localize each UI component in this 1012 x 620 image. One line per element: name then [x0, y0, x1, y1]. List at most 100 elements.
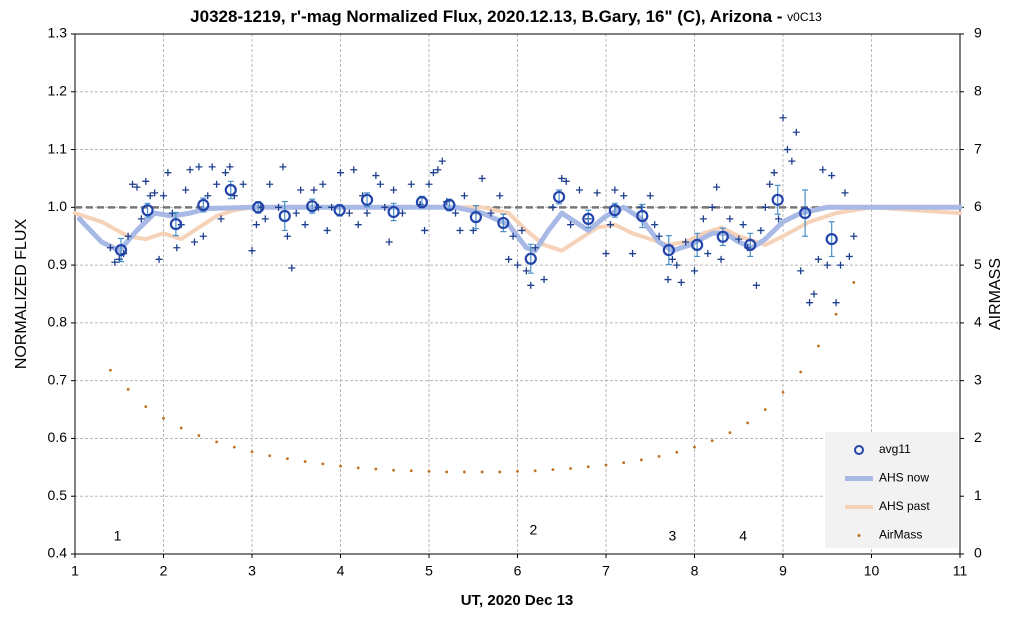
airmass-point [852, 281, 856, 284]
x-tick-label: 10 [864, 563, 880, 579]
y2-tick-label: 1 [974, 487, 982, 503]
y-tick-label: 0.9 [48, 256, 68, 272]
airmass-point [498, 470, 502, 474]
legend-symbol [857, 534, 861, 537]
plus-point [677, 278, 685, 286]
airmass-point [799, 370, 803, 374]
plus-point [629, 250, 637, 258]
airmass-point [109, 368, 112, 372]
airmass-point [197, 434, 201, 437]
plus-point [390, 186, 398, 194]
plus-point [478, 174, 486, 182]
x-axis-label: UT, 2020 Dec 13 [461, 592, 574, 609]
plus-point [283, 232, 291, 240]
plus-point [673, 261, 681, 269]
plus-point [323, 226, 331, 234]
error-bar [472, 205, 479, 230]
plus-point [301, 221, 309, 229]
plus-point [668, 255, 676, 263]
plus-point [814, 255, 822, 263]
plus-point [297, 186, 305, 194]
airmass-point [622, 461, 626, 465]
x-tick-label: 1 [71, 563, 79, 579]
plus-point [155, 255, 163, 263]
avg-point [415, 196, 429, 209]
error-bar [747, 232, 754, 258]
plus-point [713, 183, 721, 191]
y2-axis-label: AIRMASS [987, 258, 1004, 330]
plus-point [806, 299, 814, 307]
plus-point [682, 238, 690, 246]
plus-point [704, 250, 712, 258]
y2-tick-label: 3 [974, 371, 982, 387]
y-tick-label: 1.0 [48, 198, 68, 214]
plus-point [518, 226, 526, 234]
avg-point [469, 211, 483, 224]
x-tick-label: 6 [514, 563, 522, 579]
line-series [73, 205, 962, 253]
plus-point [398, 209, 406, 217]
plus-point [593, 189, 601, 197]
y2-tick-label: 5 [974, 256, 982, 272]
error-bar [639, 203, 646, 229]
plus-point [425, 180, 433, 188]
legend-label: AHS now [879, 471, 929, 485]
plus-point [757, 226, 765, 234]
plus-point [717, 255, 725, 263]
airmass-point [126, 387, 130, 391]
plus-point [310, 186, 318, 194]
airmass-point [728, 431, 732, 435]
plus-point [173, 244, 181, 252]
y-axis-label: NORMALIZED FLUX [13, 219, 30, 370]
plus-point [549, 203, 557, 211]
plus-point [381, 203, 389, 211]
plus-point [837, 261, 845, 269]
plus-point [540, 276, 548, 284]
plus-point [562, 177, 570, 185]
airmass-point [162, 416, 165, 420]
legend-symbol [854, 445, 864, 455]
airmass-point [586, 465, 590, 469]
plus-point [186, 166, 194, 174]
plus-point [558, 174, 566, 182]
plus-point [261, 215, 269, 223]
plus-point [190, 238, 198, 246]
avg-point [716, 230, 729, 243]
plus-point [779, 114, 787, 122]
plus-point [252, 221, 260, 229]
error-bar [665, 235, 672, 266]
plus-point [691, 267, 698, 275]
plus-point [151, 189, 159, 197]
airmass-point [232, 445, 236, 449]
plus-point [699, 215, 707, 223]
error-bar [694, 232, 701, 258]
plus-point [655, 232, 663, 240]
airmass-point [392, 468, 395, 472]
avg-point [197, 198, 210, 212]
avg-point [636, 209, 649, 223]
legend-box [825, 432, 958, 548]
annotation: 4 [739, 527, 747, 543]
plus-point [783, 146, 791, 154]
plus-point [775, 215, 783, 223]
y-tick-label: 0.8 [48, 314, 68, 330]
avg-point [252, 201, 265, 214]
title-main: J0328-1219, r'-mag Normalized Flux, 2020… [190, 7, 787, 26]
airmass-point [409, 469, 413, 473]
plus-point [514, 261, 521, 269]
plus-point [199, 232, 207, 240]
plus-point [735, 235, 743, 243]
plus-point [522, 267, 530, 275]
airmass-point [374, 467, 378, 471]
plus-point [124, 232, 132, 240]
plus-point [810, 290, 818, 298]
y2-tick-label: 2 [974, 429, 982, 445]
plus-point [248, 247, 256, 255]
error-bar [774, 184, 781, 215]
legend-label: avg11 [879, 442, 911, 456]
avg-point [114, 243, 128, 257]
plus-point [726, 215, 734, 223]
plus-point [438, 157, 446, 165]
plus-point [664, 276, 672, 284]
x-tick-label: 3 [248, 563, 256, 579]
